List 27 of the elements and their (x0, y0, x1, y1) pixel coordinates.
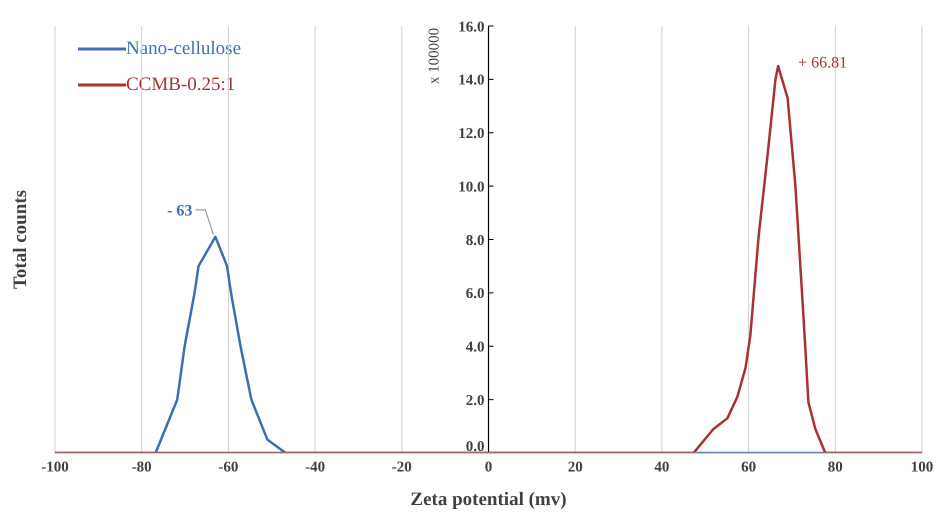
x-tick-label: 100 (910, 460, 934, 476)
legend-label: CCMB-0.25:1 (126, 74, 236, 96)
y-tick-label: 16.0 (458, 19, 484, 36)
annotation: - 63 (167, 202, 192, 220)
y-tick-label: 0.0 (466, 438, 484, 455)
y-tick-label: 4.0 (466, 340, 484, 356)
y-tick-label: 6.0 (466, 286, 484, 302)
x-tick-label: -100 (41, 460, 69, 476)
y-tick-label: 8.0 (466, 232, 484, 249)
x-tick-label: 20 (568, 460, 583, 476)
x-tick-label: 0 (484, 460, 492, 476)
x-tick-label: 40 (654, 460, 670, 476)
annotation: + 66.81 (798, 54, 848, 72)
x-tick-label: 80 (828, 460, 843, 476)
x-tick-label: 60 (741, 460, 756, 476)
x-tick-label: -40 (305, 460, 326, 476)
y-tick-label: 12.0 (458, 126, 484, 142)
y-axis-title: Total counts (10, 190, 31, 290)
y-tick-label: 2.0 (466, 392, 484, 409)
x-tick-label: -80 (132, 460, 152, 476)
x-tick-label: -60 (218, 460, 238, 476)
legend-label: Nano-cellulose (126, 38, 242, 60)
x-tick-label: -20 (392, 460, 412, 476)
y-tick-label: 10.0 (458, 179, 484, 196)
y-tick-label: 14.0 (458, 72, 484, 89)
annotation: x 100000 (426, 28, 442, 84)
x-axis-title: Zeta potential (mv) (410, 489, 567, 510)
